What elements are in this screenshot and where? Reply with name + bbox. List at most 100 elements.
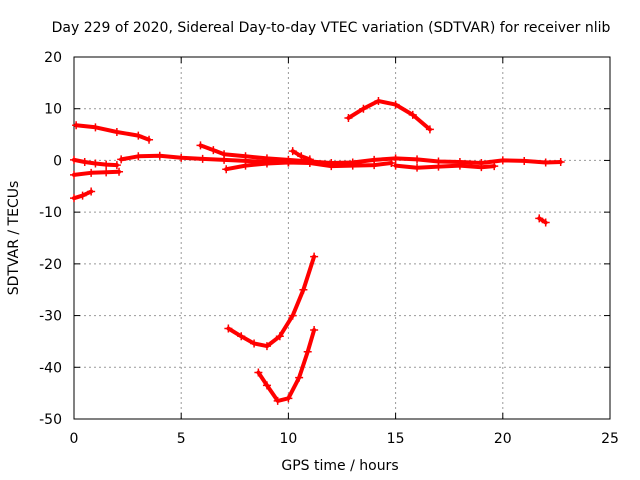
data-point <box>288 311 297 320</box>
data-point <box>220 150 229 159</box>
data-point <box>327 162 336 171</box>
data-point <box>91 123 100 132</box>
series-line <box>346 99 432 132</box>
x-tick-label: 25 <box>601 431 619 447</box>
data-point <box>241 152 250 161</box>
data-point <box>535 214 544 223</box>
data-point <box>284 158 293 167</box>
data-point <box>284 394 293 403</box>
series-track-arc-high <box>344 96 434 134</box>
data-point <box>87 187 96 196</box>
data-point <box>348 161 357 170</box>
data-point <box>262 159 271 168</box>
x-tick-label: 15 <box>387 431 405 447</box>
data-series <box>70 96 565 405</box>
y-tick-label: -40 <box>39 360 62 376</box>
data-point <box>262 381 271 390</box>
y-tick-label: -20 <box>39 257 62 273</box>
data-point <box>370 161 379 170</box>
data-point <box>224 324 233 333</box>
data-point <box>413 155 422 164</box>
data-point <box>477 163 486 172</box>
series-line <box>256 328 317 403</box>
data-point <box>70 194 78 203</box>
series-track-spike-10 <box>288 147 314 164</box>
data-point <box>310 326 319 335</box>
series-track-short-20 <box>391 161 499 172</box>
data-point <box>117 155 126 164</box>
data-point <box>262 342 271 351</box>
data-point <box>305 155 314 164</box>
series-track-dip-22 <box>535 214 550 227</box>
data-point <box>70 155 78 164</box>
y-tick-label: -10 <box>39 205 62 221</box>
axis-ticks: 0 5 10 15 20 25 -50 -40 -30 -20 -10 0 10 20 <box>39 50 619 447</box>
data-point <box>198 154 207 163</box>
data-point <box>299 285 308 294</box>
data-point <box>498 156 507 165</box>
data-point <box>520 156 529 165</box>
series-track-zero-left <box>70 155 121 170</box>
data-point <box>556 157 565 166</box>
data-point <box>273 396 282 405</box>
data-point <box>102 160 111 169</box>
data-point <box>112 127 121 136</box>
data-point <box>541 158 550 167</box>
data-point <box>391 100 400 109</box>
y-tick-label: 10 <box>44 102 62 118</box>
chart-title: Day 229 of 2020, Sidereal Day-to-day VTE… <box>52 20 611 36</box>
data-point <box>134 152 143 161</box>
series-track-upper-left <box>72 121 154 144</box>
data-point <box>78 191 87 200</box>
data-point <box>209 146 218 155</box>
data-point <box>413 163 422 172</box>
x-tick-label: 20 <box>494 431 512 447</box>
data-point <box>391 154 400 163</box>
y-tick-label: -30 <box>39 309 62 325</box>
data-point <box>196 141 205 150</box>
data-point <box>434 162 443 171</box>
y-tick-label: 20 <box>44 50 62 66</box>
data-point <box>254 368 263 377</box>
data-point <box>374 96 383 105</box>
data-point <box>541 218 550 227</box>
data-point <box>295 373 304 382</box>
data-point <box>112 161 121 170</box>
x-tick-label: 5 <box>177 431 186 447</box>
data-point <box>115 167 124 176</box>
data-point <box>222 165 231 174</box>
data-point <box>102 168 111 177</box>
x-tick-label: 10 <box>279 431 297 447</box>
data-point <box>70 170 78 179</box>
data-point <box>177 153 186 162</box>
gridlines <box>74 57 610 419</box>
series-track-negative-left <box>70 187 96 203</box>
series-line <box>72 169 121 177</box>
data-point <box>275 332 284 341</box>
plot-frame <box>73 56 611 420</box>
data-point <box>303 347 312 356</box>
data-point <box>288 147 297 156</box>
data-point <box>145 135 154 144</box>
data-point <box>155 151 164 160</box>
data-point <box>297 152 306 161</box>
data-point <box>250 339 259 348</box>
series-line <box>226 254 317 349</box>
series-track-curve-lower-v <box>254 326 319 405</box>
data-point <box>455 161 464 170</box>
data-point <box>408 110 417 119</box>
data-point <box>359 104 368 113</box>
y-tick-label: 0 <box>53 153 62 169</box>
series-track-curve-upper-v <box>224 252 319 351</box>
y-axis-label: SDTVAR / TECUs <box>6 181 22 296</box>
data-point <box>425 125 434 134</box>
data-point <box>72 121 81 130</box>
data-point <box>80 157 89 166</box>
x-axis-label: GPS time / hours <box>281 458 398 474</box>
data-point <box>490 162 499 171</box>
series-track-lower-left <box>70 167 124 179</box>
x-tick-label: 0 <box>70 431 79 447</box>
data-point <box>310 252 319 261</box>
data-point <box>87 168 96 177</box>
